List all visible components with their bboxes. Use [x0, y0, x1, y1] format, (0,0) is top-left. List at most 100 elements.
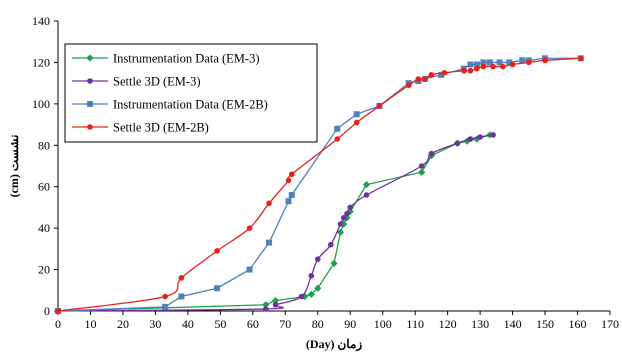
y-axis-title: نشست (cm): [7, 135, 21, 198]
data-point: [330, 259, 338, 267]
data-point: [347, 204, 354, 211]
x-tick-label: 30: [149, 317, 161, 331]
data-point: [307, 290, 315, 299]
x-tick-label: 40: [182, 317, 194, 331]
data-point: [271, 297, 280, 305]
y-tick-label: 140: [32, 14, 50, 28]
data-point: [490, 132, 496, 138]
data-point: [298, 293, 305, 300]
data-point: [480, 63, 487, 70]
data-point: [519, 57, 526, 64]
data-point: [509, 61, 516, 68]
data-point: [362, 181, 371, 189]
data-point: [353, 111, 360, 118]
data-point: [285, 198, 292, 205]
data-point: [422, 76, 428, 82]
data-point: [353, 119, 360, 126]
data-point: [246, 266, 253, 273]
data-point: [246, 225, 253, 231]
data-point: [288, 192, 295, 198]
data-point: [314, 284, 322, 292]
legend-label: Settle 3D (EM-2B): [113, 121, 209, 135]
legend-item: Settle 3D (EM-2B): [72, 121, 209, 135]
x-tick-label: 100: [374, 317, 392, 331]
y-tick-label: 120: [32, 55, 50, 69]
data-point: [496, 59, 503, 66]
x-tick-label: 20: [117, 317, 129, 331]
data-point: [480, 59, 487, 66]
data-point: [405, 82, 412, 89]
data-point: [266, 200, 272, 207]
legend-item: Instrumentation Data (EM-2B): [72, 98, 268, 112]
x-tick-label: 130: [471, 317, 489, 331]
legend-label: Instrumentation Data (EM-2B): [113, 98, 268, 112]
data-point: [477, 134, 483, 140]
data-point: [334, 125, 341, 132]
data-point: [308, 272, 315, 279]
data-point: [428, 72, 435, 78]
y-tick-label: 0: [44, 304, 50, 318]
series-layer: [54, 55, 584, 315]
legend-swatch-marker: [87, 78, 93, 84]
y-tick-label: 60: [38, 180, 50, 194]
data-point: [474, 65, 480, 72]
data-point: [263, 306, 269, 312]
x-tick-label: 140: [504, 317, 522, 331]
x-tick-label: 120: [439, 317, 457, 331]
data-point: [526, 59, 532, 66]
data-point: [162, 293, 168, 300]
data-point: [438, 71, 445, 78]
x-tick-label: 150: [536, 317, 554, 331]
data-point: [272, 301, 279, 308]
data-point: [490, 63, 496, 70]
data-point: [262, 301, 270, 309]
data-point: [506, 59, 513, 66]
axes: 0 10 20 30 40 50 60 70 80 90 100 110 120 130 140 150 160…: [32, 14, 619, 331]
data-point: [285, 177, 292, 184]
data-point: [344, 210, 350, 217]
legend-item: Instrumentation Data (EM-3): [72, 52, 259, 66]
x-tick-label: 170: [601, 317, 619, 331]
legend: Instrumentation Data (EM-3) Settle 3D (EM…: [64, 43, 318, 143]
data-point: [467, 136, 474, 142]
x-tick-label: 50: [214, 317, 226, 331]
x-tick-label: 0: [55, 317, 61, 331]
data-point: [542, 57, 548, 64]
series-line: [57, 134, 491, 312]
data-point: [162, 303, 169, 310]
data-point: [415, 76, 422, 82]
data-point: [473, 61, 480, 68]
x-tick-label: 60: [247, 317, 259, 331]
data-point: [214, 285, 221, 292]
data-point: [486, 59, 493, 66]
data-point: [500, 63, 506, 70]
data-point: [336, 228, 345, 236]
legend-item: Settle 3D (EM-3): [72, 75, 200, 89]
legend-label: Instrumentation Data (EM-3): [113, 52, 259, 66]
x-tick-label: 70: [279, 317, 291, 331]
data-point: [327, 241, 334, 248]
x-tick-label: 90: [344, 317, 356, 331]
data-point: [461, 67, 467, 74]
legend-label: Settle 3D (EM-3): [113, 75, 200, 89]
data-point: [337, 221, 344, 227]
data-point: [467, 67, 474, 74]
data-point: [334, 136, 341, 142]
data-point: [178, 293, 185, 300]
data-point: [454, 140, 461, 147]
y-tick-label: 40: [38, 221, 50, 235]
legend-swatch-marker: [86, 54, 94, 62]
data-point: [363, 192, 370, 198]
x-tick-label: 80: [312, 317, 324, 331]
y-tick-label: 80: [38, 138, 50, 152]
legend-swatch-marker: [87, 124, 93, 130]
data-point: [178, 275, 185, 281]
x-tick-label: 110: [406, 317, 424, 331]
data-point: [340, 220, 348, 228]
data-point: [441, 69, 448, 76]
data-point: [288, 171, 295, 178]
legend-box: [64, 43, 318, 143]
y-tick-label: 20: [38, 263, 50, 277]
x-tick-label: 160: [569, 317, 587, 331]
data-point: [376, 103, 383, 109]
